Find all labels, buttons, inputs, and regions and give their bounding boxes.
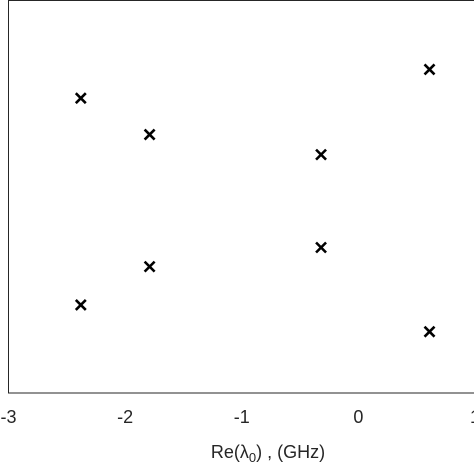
x-marker <box>423 63 436 76</box>
x-tick-label: -3 <box>0 407 16 427</box>
x-marker <box>423 325 436 338</box>
x-marker <box>315 241 327 254</box>
x-label-part: Re(λ <box>211 442 249 462</box>
x-tick-label: 0 <box>353 407 363 427</box>
plot-frame <box>8 0 474 394</box>
x-marker <box>315 148 327 161</box>
x-label-subscript: 0 <box>249 450 256 465</box>
x-marker <box>74 92 87 105</box>
x-marker <box>74 299 87 311</box>
x-tick-label: 1 <box>470 407 474 427</box>
x-label-part: ) , (GHz) <box>256 442 325 462</box>
x-marker <box>143 128 156 141</box>
x-axis-label: Re(λ0) , (GHz) <box>211 442 325 466</box>
x-tick-label: -1 <box>234 407 250 427</box>
x-marker <box>143 260 156 273</box>
x-tick-label: -2 <box>117 407 133 427</box>
